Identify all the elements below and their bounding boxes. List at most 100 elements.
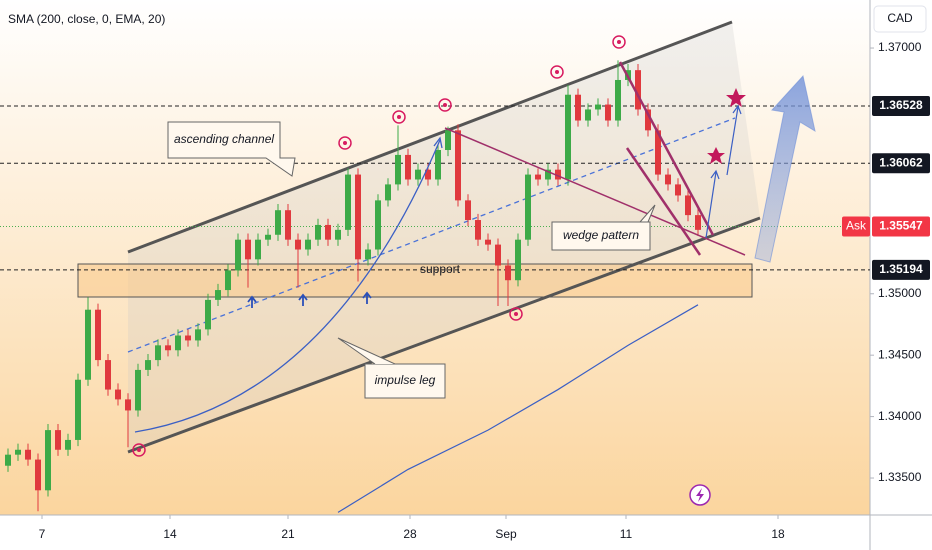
trend-line — [444, 127, 746, 256]
candle-body — [185, 335, 191, 341]
annotation-text: impulse leg — [375, 373, 436, 387]
candle-body — [135, 369, 141, 411]
candle-body — [205, 299, 211, 330]
candle-body — [465, 200, 471, 221]
x-tick-label: Sep — [495, 527, 517, 541]
y-tick-label: 1.34000 — [878, 409, 922, 423]
candle-body — [495, 244, 501, 266]
candle-body — [445, 130, 451, 151]
y-tick-label: 1.37000 — [878, 40, 922, 54]
ask-price: 1.35547 — [879, 219, 923, 233]
callout-channel — [167, 121, 296, 177]
candle-body — [15, 449, 21, 455]
ask-tag — [842, 216, 870, 237]
big-arrow — [754, 74, 816, 263]
price-label: 1.36062 — [879, 155, 923, 169]
candle-body — [25, 449, 31, 460]
stars — [707, 88, 746, 164]
price-label-box — [872, 153, 930, 174]
ask-tag-label: Ask — [846, 219, 867, 233]
candle-body — [35, 459, 41, 491]
price-label-box — [872, 259, 930, 280]
callout-tail — [337, 337, 396, 365]
y-tick-label: 1.35000 — [878, 286, 922, 300]
candle-body — [505, 265, 511, 281]
candle-body — [585, 109, 591, 121]
wedge-upper — [618, 61, 715, 236]
plot-background — [0, 0, 870, 515]
candle-body — [115, 389, 121, 400]
candle-body — [615, 79, 621, 121]
candle-body — [635, 70, 641, 110]
price-label: 1.35194 — [879, 262, 923, 276]
candle-body — [545, 169, 551, 180]
candle-body — [475, 220, 481, 240]
candle-body — [55, 430, 61, 450]
candle-body — [245, 239, 251, 260]
candle-body — [285, 210, 291, 240]
candle-body — [655, 130, 661, 175]
candle-body — [685, 195, 691, 216]
candle-body — [65, 439, 71, 450]
price-label: 1.36528 — [879, 98, 923, 112]
candle-body — [295, 239, 301, 250]
impulse-curve — [134, 139, 441, 433]
channel-upper — [127, 20, 733, 254]
currency-label: CAD — [887, 11, 913, 25]
x-tick-label: 21 — [281, 527, 295, 541]
y-tick-label: 1.34500 — [878, 347, 922, 361]
annotation-text: wedge pattern — [563, 228, 639, 242]
candle-body — [385, 184, 391, 201]
x-tick-label: 28 — [403, 527, 417, 541]
candle-body — [215, 290, 221, 300]
candle-body — [355, 174, 361, 260]
x-tick-label: 7 — [39, 527, 46, 541]
support-zone — [77, 263, 753, 298]
x-tick-label: 11 — [620, 527, 633, 541]
price-label-box — [872, 96, 930, 117]
candle-body — [695, 215, 701, 230]
candle-body — [375, 200, 381, 250]
candle-body — [665, 174, 671, 185]
candle-body — [315, 224, 321, 240]
candle-body — [105, 360, 111, 390]
candle-body — [225, 270, 231, 291]
candle-body — [575, 94, 581, 121]
candle-body — [555, 169, 561, 180]
candle-body — [525, 174, 531, 240]
wedge-lower — [625, 147, 702, 256]
candle-body — [325, 224, 331, 240]
projection-arrows — [705, 104, 742, 239]
candle-body — [305, 239, 311, 250]
candle-body — [415, 169, 421, 180]
candle-body — [345, 174, 351, 230]
candle-body — [255, 239, 261, 260]
candle-body — [235, 239, 241, 271]
candle-body — [595, 104, 601, 110]
candle-body — [275, 210, 281, 235]
moving-average — [337, 304, 699, 513]
channel-lower — [127, 216, 761, 454]
up-arrows — [247, 291, 372, 308]
candle-body — [75, 379, 81, 440]
candle-body — [425, 169, 431, 180]
channel-fill — [128, 22, 760, 452]
x-tick-label: 14 — [163, 527, 177, 541]
annotation-text: ascending channel — [174, 132, 274, 146]
candle-body — [265, 234, 271, 240]
candle-body — [195, 329, 201, 341]
candle-body — [675, 184, 681, 196]
candle-body — [535, 174, 541, 180]
candle-body — [165, 345, 171, 351]
candle-body — [145, 360, 151, 370]
candle-body — [455, 130, 461, 201]
currency-button[interactable] — [873, 5, 927, 33]
candle-body — [485, 239, 491, 245]
pivot-dots — [137, 40, 621, 452]
candle-body — [515, 239, 521, 281]
ask-price-box — [872, 216, 930, 237]
x-tick-label: 18 — [771, 527, 785, 541]
candle-body — [405, 154, 411, 180]
candle-body — [45, 430, 51, 491]
